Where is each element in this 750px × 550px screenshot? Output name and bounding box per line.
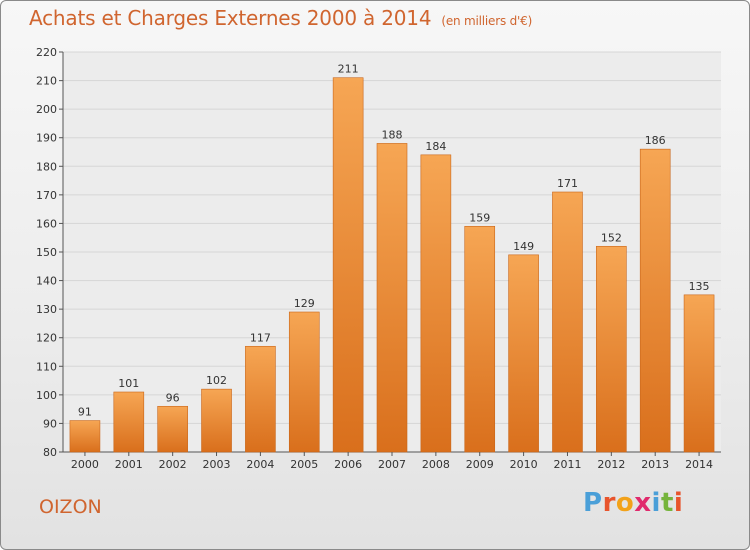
y-tick-label: 200 bbox=[36, 103, 57, 116]
data-label: 91 bbox=[78, 406, 92, 419]
bar bbox=[288, 311, 320, 453]
data-label: 188 bbox=[382, 128, 403, 141]
y-tick-label: 80 bbox=[43, 446, 57, 459]
chart-title-text: Achats et Charges Externes 2000 à 2014 bbox=[29, 6, 432, 30]
data-label: 129 bbox=[294, 297, 315, 310]
y-tick-label: 110 bbox=[36, 360, 57, 373]
x-tick-label: 2000 bbox=[71, 458, 99, 471]
x-tick-label: 2005 bbox=[290, 458, 318, 471]
data-label: 96 bbox=[166, 391, 180, 404]
x-tick-label: 2012 bbox=[597, 458, 625, 471]
y-tick-label: 210 bbox=[36, 75, 57, 88]
logo-letter: P bbox=[583, 488, 603, 518]
data-label: 184 bbox=[425, 140, 446, 153]
city-name: OIZON bbox=[39, 496, 102, 518]
x-tick-label: 2014 bbox=[685, 458, 713, 471]
x-tick-label: 2008 bbox=[422, 458, 450, 471]
bar bbox=[508, 254, 539, 453]
x-tick-label: 2002 bbox=[159, 458, 187, 471]
data-label: 171 bbox=[557, 177, 578, 190]
y-tick-label: 160 bbox=[36, 217, 57, 230]
bar bbox=[201, 388, 232, 453]
logo-letter: t bbox=[660, 488, 674, 518]
data-label: 186 bbox=[645, 134, 666, 147]
x-tick-label: 2011 bbox=[553, 458, 581, 471]
bar bbox=[245, 345, 276, 453]
x-tick-label: 2010 bbox=[510, 458, 538, 471]
bar bbox=[552, 191, 583, 453]
bar bbox=[596, 245, 627, 453]
y-tick-label: 140 bbox=[36, 275, 57, 288]
logo-letter: i bbox=[651, 488, 661, 518]
data-label: 211 bbox=[338, 63, 359, 76]
y-tick-label: 130 bbox=[36, 303, 57, 316]
data-label: 149 bbox=[513, 240, 534, 253]
bar bbox=[420, 154, 452, 453]
data-label: 159 bbox=[469, 211, 490, 224]
x-tick-label: 2003 bbox=[203, 458, 231, 471]
y-tick-label: 90 bbox=[43, 417, 57, 430]
x-tick-label: 2001 bbox=[115, 458, 143, 471]
data-label: 117 bbox=[250, 331, 271, 344]
proxiti-logo[interactable]: Proxiti bbox=[583, 488, 683, 518]
y-tick-label: 190 bbox=[36, 132, 57, 145]
logo-letter: r bbox=[602, 488, 616, 518]
chart-title: Achats et Charges Externes 2000 à 2014 (e… bbox=[29, 6, 532, 30]
data-label: 135 bbox=[689, 280, 710, 293]
chart-unit: (en milliers d'€) bbox=[441, 14, 533, 28]
data-label: 101 bbox=[118, 377, 139, 390]
bar bbox=[69, 420, 101, 453]
bar bbox=[639, 148, 671, 453]
bar bbox=[376, 143, 408, 453]
y-tick-label: 220 bbox=[36, 46, 57, 59]
x-tick-label: 2007 bbox=[378, 458, 406, 471]
y-tick-label: 170 bbox=[36, 189, 57, 202]
x-tick-label: 2006 bbox=[334, 458, 362, 471]
logo-letter: x bbox=[634, 488, 652, 518]
data-label: 102 bbox=[206, 374, 227, 387]
y-tick-label: 120 bbox=[36, 332, 57, 345]
logo-letter: o bbox=[615, 488, 635, 518]
bar bbox=[113, 391, 145, 453]
bar bbox=[157, 405, 188, 453]
y-tick-label: 180 bbox=[36, 160, 57, 173]
logo-letter: i bbox=[673, 488, 684, 518]
y-tick-label: 100 bbox=[36, 389, 57, 402]
y-tick-label: 150 bbox=[36, 246, 57, 259]
x-tick-label: 2009 bbox=[466, 458, 494, 471]
data-label: 152 bbox=[601, 231, 622, 244]
bar bbox=[464, 225, 496, 453]
x-tick-label: 2013 bbox=[641, 458, 669, 471]
bar bbox=[683, 294, 715, 453]
x-tick-label: 2004 bbox=[246, 458, 274, 471]
bar bbox=[332, 77, 364, 453]
